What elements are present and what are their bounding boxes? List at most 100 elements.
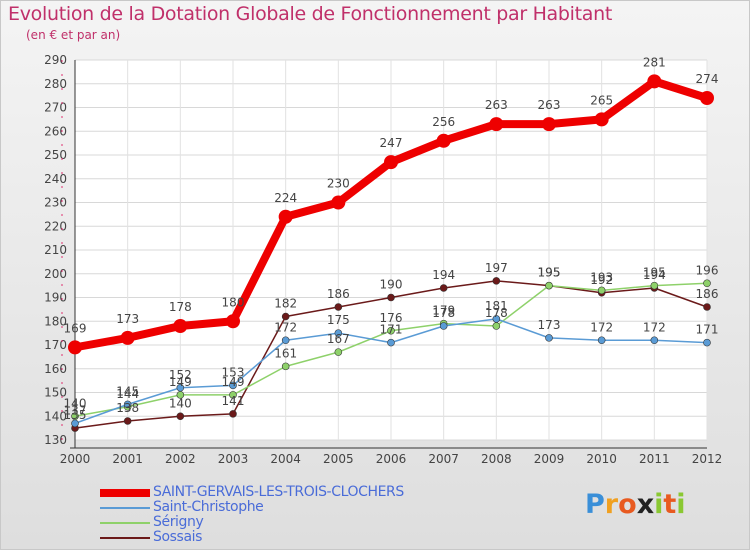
data-label-2: 193 [590, 270, 613, 284]
data-label-1: 175 [327, 313, 350, 327]
data-label-1: 171 [380, 323, 403, 337]
y-tick-label: 210 [44, 243, 67, 257]
series-point-0 [226, 314, 240, 329]
legend-label-sossais: Sossais [153, 529, 203, 545]
x-tick-label: 2003 [218, 452, 249, 466]
series-point-0 [331, 195, 346, 210]
x-tick-label: 2002 [165, 452, 196, 466]
data-label-0: 274 [696, 72, 719, 86]
series-point-0 [647, 74, 662, 89]
series-point-1 [597, 336, 606, 345]
y-tick-label: 200 [44, 267, 67, 281]
y-tick-label: 220 [44, 219, 67, 233]
data-label-2: 195 [538, 266, 561, 280]
data-label-2: 179 [432, 304, 455, 318]
series-point-0 [436, 133, 451, 148]
series-point-1 [650, 336, 659, 345]
y-tick-label: 260 [44, 124, 67, 138]
y-tick-label: 160 [44, 362, 67, 376]
data-label-0: 178 [169, 300, 192, 314]
logo-letter: i [654, 489, 664, 520]
y-tick-label: 290 [44, 53, 67, 67]
series-point-3 [492, 277, 501, 285]
legend-swatch-sossais [100, 537, 150, 539]
series-point-1 [703, 338, 711, 347]
data-label-2: 149 [222, 375, 245, 389]
data-label-3: 194 [432, 268, 455, 282]
x-tick-label: 2010 [586, 452, 617, 466]
series-point-3 [176, 412, 185, 421]
data-label-3: 190 [380, 278, 403, 292]
y-tick-label: 190 [44, 291, 67, 305]
legend-swatch-saint-christophe [100, 507, 150, 509]
series-point-1 [387, 338, 395, 347]
x-tick-label: 2004 [270, 452, 301, 466]
logo-letter: r [604, 489, 619, 520]
series-point-0 [700, 91, 714, 105]
series-point-3 [439, 284, 448, 292]
series-point-1 [281, 336, 290, 345]
y-tick-label: 140 [44, 409, 67, 423]
data-label-3: 195 [538, 266, 561, 280]
data-label-3: 182 [274, 297, 297, 311]
series-point-1 [439, 322, 448, 330]
series-point-2 [334, 348, 343, 356]
legend-label-saint-gervais: SAINT-GERVAIS-LES-TROIS-CLOCHERS [153, 484, 404, 500]
data-label-0: 263 [485, 98, 508, 112]
y-tick-label: 180 [44, 314, 67, 328]
x-tick-label: 2011 [639, 452, 670, 466]
data-label-0: 247 [380, 136, 403, 150]
data-label-0: 263 [538, 98, 561, 112]
y-tick-label: 170 [44, 338, 67, 352]
y-tick-label: 240 [44, 172, 67, 186]
series-point-3 [281, 312, 290, 321]
y-tick-label: 270 [44, 101, 67, 115]
series-point-2 [229, 391, 237, 399]
data-label-0: 224 [274, 191, 297, 205]
data-label-0: 265 [590, 93, 613, 107]
series-point-2 [387, 326, 395, 335]
logo-letter: P [585, 489, 605, 520]
x-tick-label: 2009 [534, 452, 565, 466]
data-label-3: 138 [116, 401, 139, 415]
data-label-1: 152 [169, 368, 192, 382]
data-label-1: 153 [222, 365, 245, 379]
data-label-1: 178 [432, 306, 455, 320]
series-point-0 [278, 209, 293, 224]
data-label-2: 178 [485, 306, 508, 320]
data-label-0: 169 [64, 321, 87, 335]
data-label-1: 172 [274, 320, 297, 334]
data-label-3: 140 [169, 396, 192, 410]
chart-title: Evolution de la Dotation Globale de Fonc… [8, 3, 613, 25]
x-tick-label: 2005 [323, 452, 354, 466]
x-tick-label: 2001 [112, 452, 143, 466]
logo-letter: o [618, 489, 637, 520]
legend-label-serigny: Sérigny [153, 514, 204, 530]
data-label-3: 194 [643, 268, 666, 282]
series-point-1 [545, 334, 553, 342]
series-point-2 [703, 279, 711, 288]
y-tick-label: 280 [44, 77, 67, 91]
y-tick-label: 230 [44, 196, 67, 210]
x-tick-label: 2007 [428, 452, 459, 466]
data-label-2: 161 [274, 346, 297, 360]
data-label-1: 173 [538, 318, 561, 332]
data-label-3: 135 [64, 408, 87, 422]
series-point-2 [597, 286, 606, 295]
legend-swatch-serigny [100, 522, 150, 524]
x-tick-label: 2006 [376, 452, 407, 466]
series-point-1 [334, 329, 343, 337]
series-point-2 [492, 322, 501, 330]
data-label-2: 195 [643, 266, 666, 280]
data-label-0: 230 [327, 177, 350, 191]
data-label-3: 141 [222, 394, 245, 408]
series-point-3 [387, 293, 395, 302]
y-tick-label: 130 [44, 433, 67, 447]
series-point-0 [594, 112, 609, 127]
data-label-2: 196 [696, 263, 719, 277]
series-point-3 [703, 303, 711, 311]
series-point-0 [542, 117, 556, 132]
data-label-2: 176 [380, 311, 403, 325]
series-point-2 [545, 281, 553, 290]
